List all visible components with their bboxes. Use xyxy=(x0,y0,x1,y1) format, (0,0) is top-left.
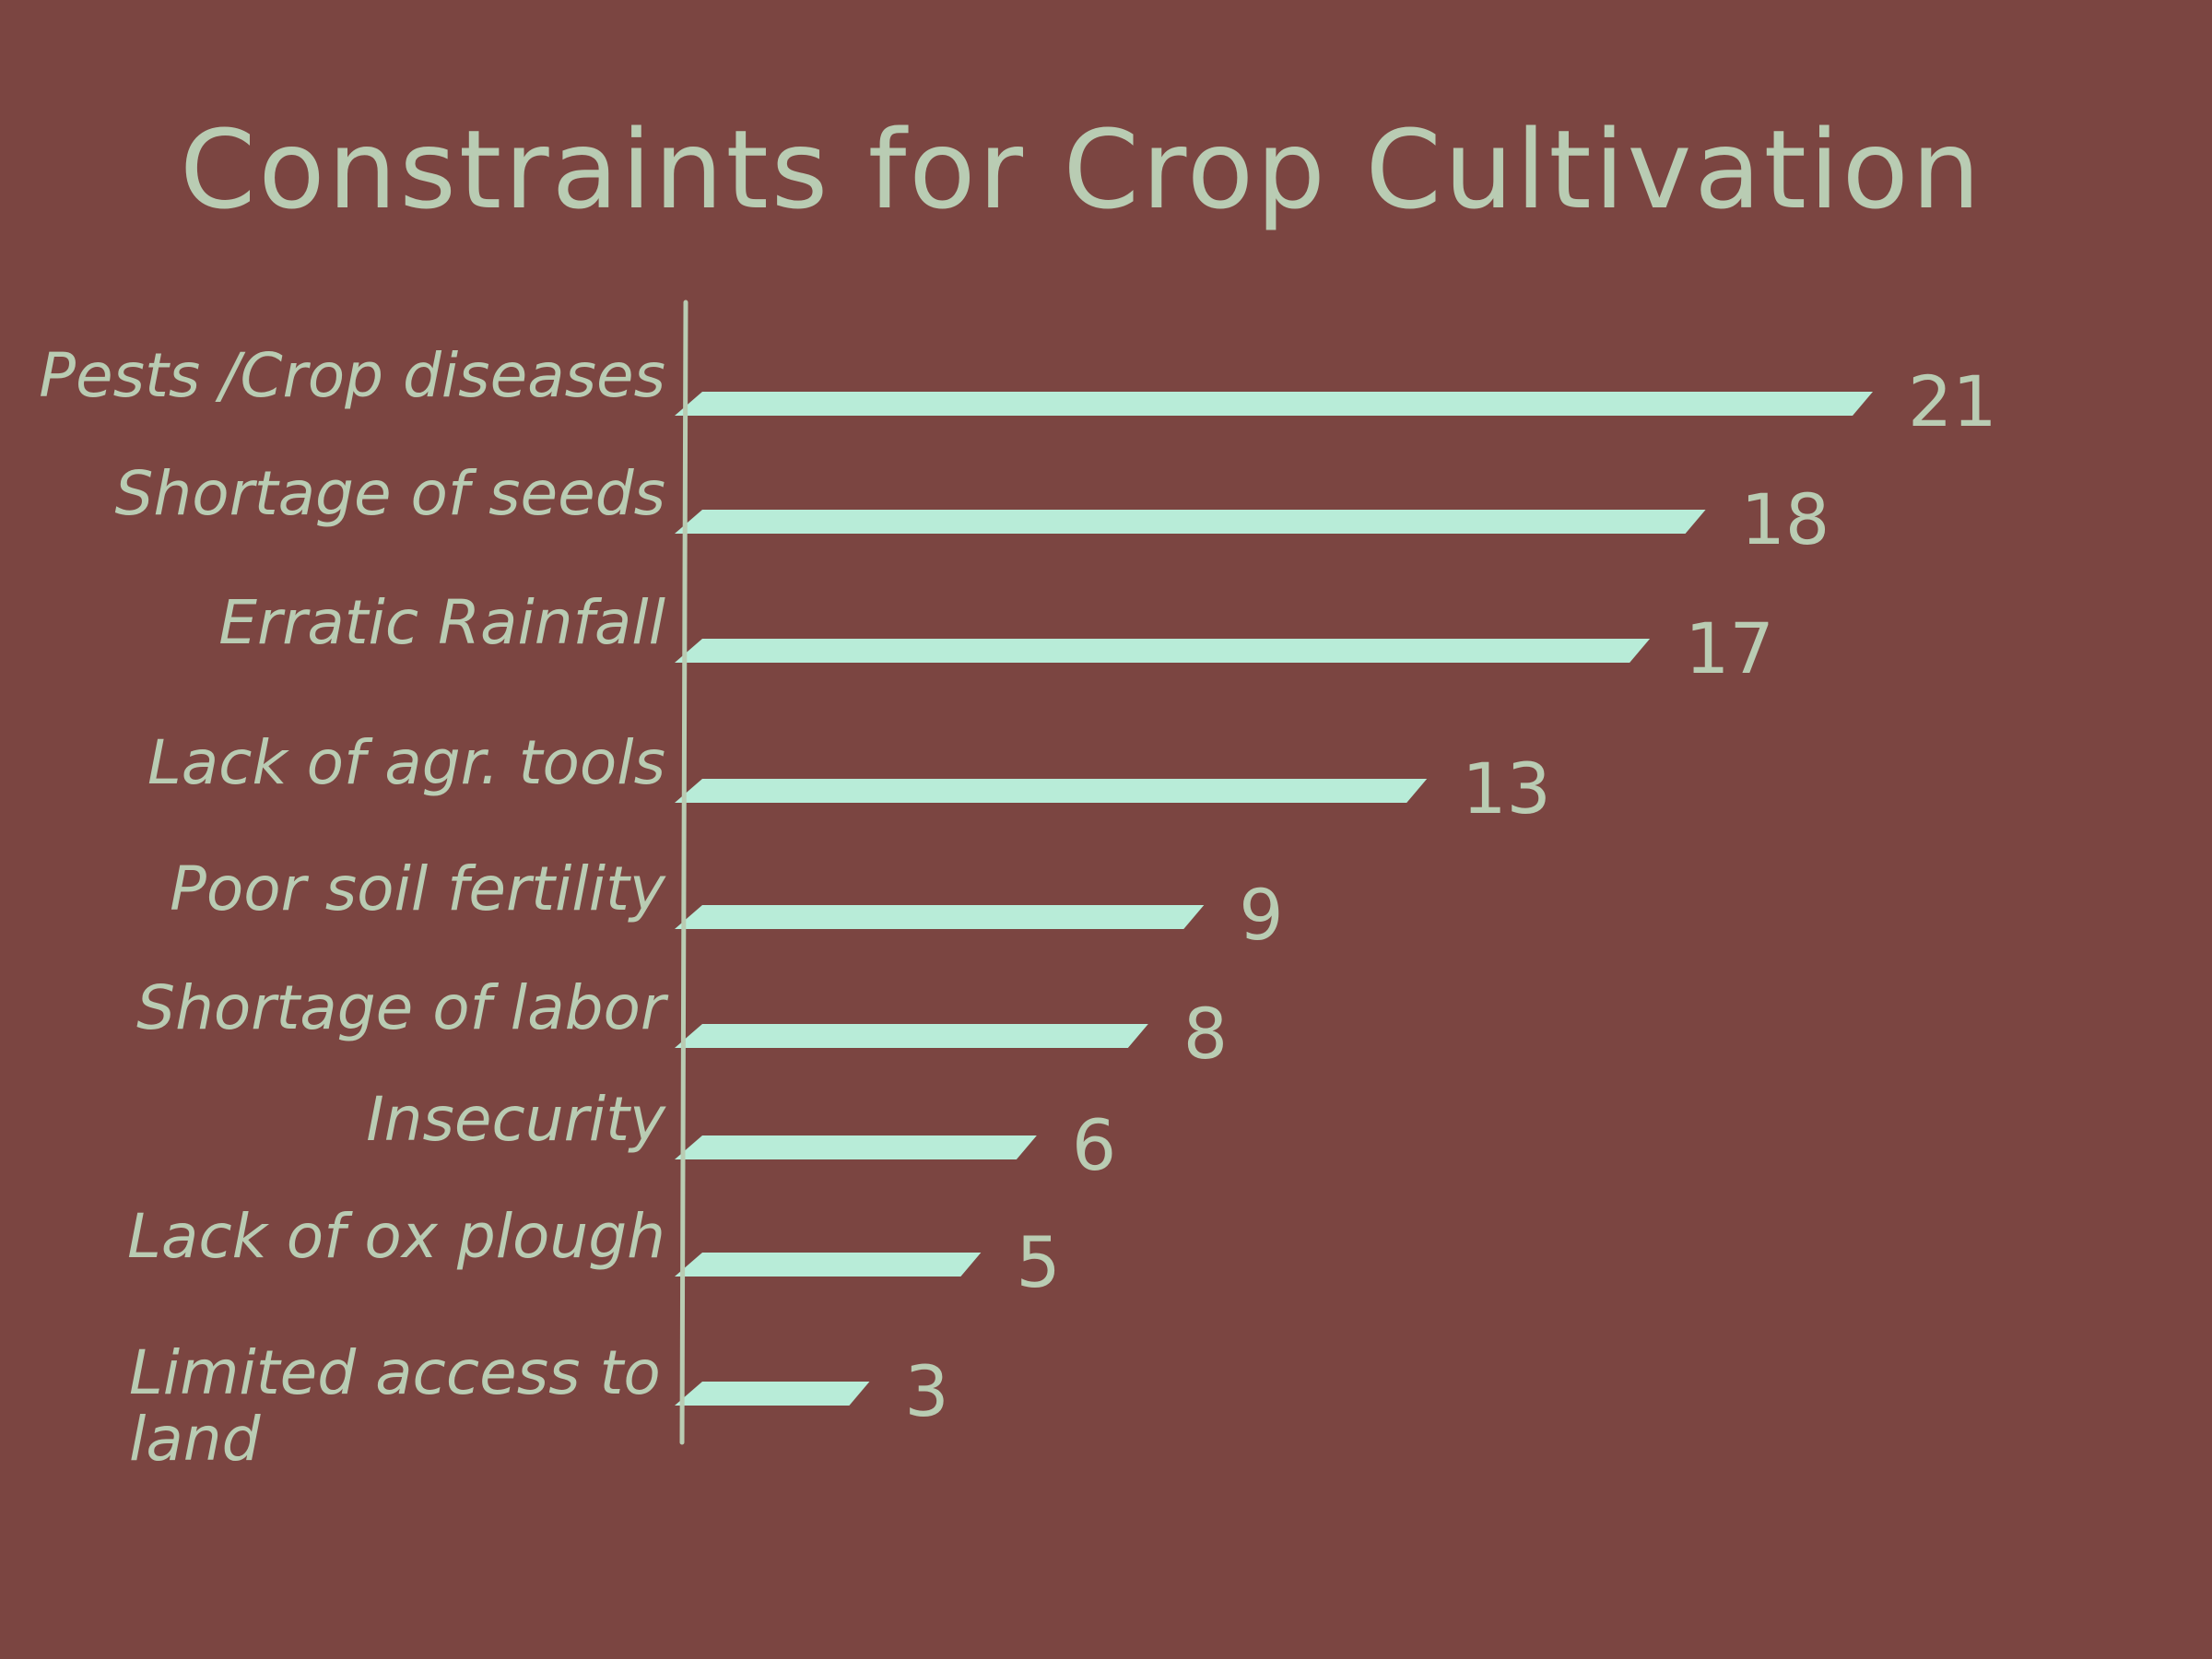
value-label: 6 xyxy=(1072,1104,1116,1186)
category-label: Shortage of labor xyxy=(136,972,669,1043)
y-axis-line xyxy=(679,300,688,1445)
bar xyxy=(675,639,1651,663)
chart-title: Constraints for Crop Cultivation xyxy=(180,106,1983,233)
bar xyxy=(675,1253,982,1277)
value-label: 8 xyxy=(1183,993,1228,1075)
category-label: Poor soil fertility xyxy=(170,853,666,924)
bars-layer xyxy=(675,392,1873,1406)
value-label: 17 xyxy=(1685,607,1774,689)
bar xyxy=(675,1135,1037,1159)
category-label: Pests /Crop diseases xyxy=(39,340,665,411)
category-label: Lack of ox plough xyxy=(127,1201,665,1272)
category-label: Erratic Rainfall xyxy=(218,587,665,658)
bar xyxy=(675,905,1205,929)
bar xyxy=(675,510,1706,534)
value-label: 13 xyxy=(1462,747,1551,830)
bar xyxy=(675,779,1428,803)
value-label: 21 xyxy=(1908,360,1997,442)
category-label: Limited access to land xyxy=(129,1337,661,1475)
value-label: 3 xyxy=(904,1350,948,1432)
bar xyxy=(675,1382,870,1406)
labels-layer: Pests /Crop diseases 21 Shortage of seeds 1… xyxy=(39,340,1997,1475)
bar xyxy=(675,392,1873,416)
category-label: Insecurity xyxy=(366,1084,666,1155)
category-label: Shortage of seeds xyxy=(114,458,665,529)
category-label: Lack of agr. tools xyxy=(147,727,665,798)
value-label: 5 xyxy=(1016,1221,1060,1303)
bar xyxy=(675,1024,1148,1048)
value-label: 18 xyxy=(1741,478,1830,560)
value-label: 9 xyxy=(1239,874,1283,956)
